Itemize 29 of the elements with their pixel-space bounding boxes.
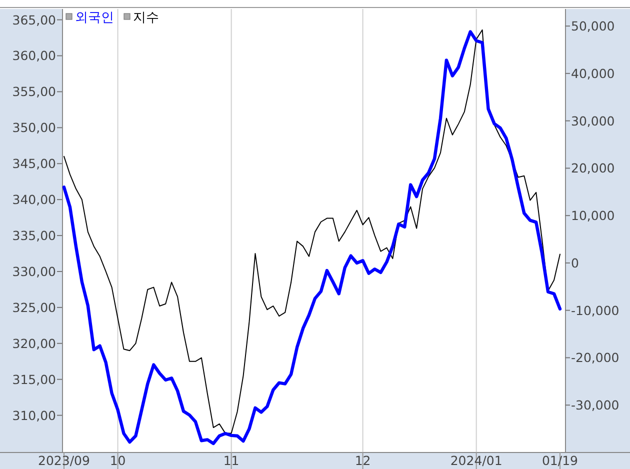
y-tick-label: 330,00	[12, 264, 56, 279]
y2-tick-label: 50,000	[571, 18, 615, 34]
y-tick-label: 345,00	[12, 156, 56, 172]
y-tick-label: 335,00	[12, 228, 56, 244]
y-tick-label: 340,00	[12, 192, 56, 208]
y2-tick-label: 40,000	[571, 66, 615, 81]
y-tick-label: 365,00	[12, 12, 56, 28]
x-tick-label: 2024/01	[450, 453, 502, 468]
y2-tick-label: 20,000	[571, 160, 615, 176]
y2-tick-label: -30,000	[571, 398, 620, 413]
y2-tick-label: -10,000	[571, 302, 620, 318]
y-tick-label: 315,00	[12, 372, 56, 387]
y-tick-label: 355,00	[12, 84, 56, 100]
x-tick-label: 01/19	[542, 453, 578, 468]
text: 외국인	[75, 10, 114, 26]
y-tick-label: 310,00	[12, 408, 56, 423]
y2-tick-label: 30,000	[571, 113, 615, 128]
x-tick-label: 10	[110, 453, 126, 468]
y2-tick-label: 0	[571, 255, 579, 270]
x-tick-label: 12	[354, 453, 371, 468]
x-tick-label: 2023/09	[38, 453, 90, 468]
x-tick-label: 11	[223, 453, 240, 468]
y-tick-label: 350,00	[12, 120, 56, 136]
y-tick-label: 320,00	[12, 336, 56, 351]
text: 지수	[133, 10, 159, 26]
y2-tick-label: 10,000	[571, 208, 615, 224]
y2-tick-label: -20,000	[571, 350, 620, 366]
y-tick-label: 325,00	[12, 300, 56, 315]
y-tick-label: 360,00	[12, 48, 56, 64]
